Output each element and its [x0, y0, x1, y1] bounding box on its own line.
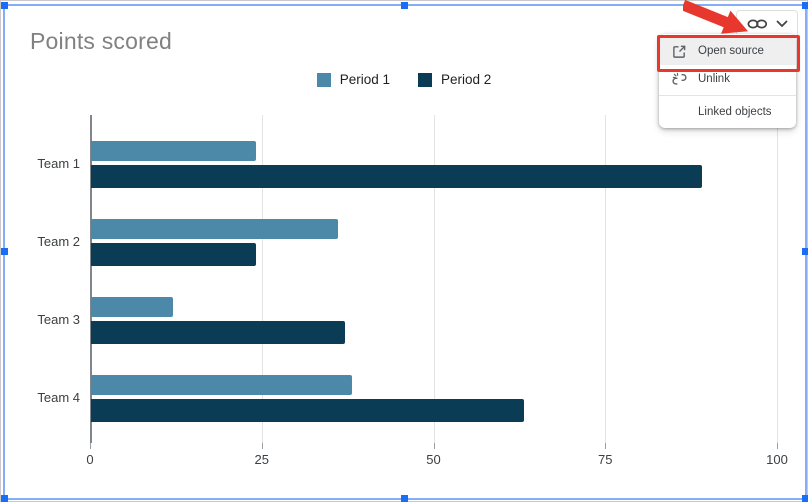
- bar-period-2: [91, 165, 703, 188]
- bar-period-2: [91, 321, 346, 344]
- axis-tick: [90, 443, 91, 449]
- menu-separator: [659, 95, 796, 96]
- legend-label: Period 2: [441, 72, 492, 87]
- category-label: Team 3: [37, 312, 80, 327]
- gridline: [433, 115, 435, 443]
- legend-item: Period 2: [418, 72, 491, 87]
- bar-period-1: [91, 375, 353, 395]
- legend-swatch: [418, 72, 432, 87]
- axis-tick: [261, 443, 263, 449]
- open-in-new-icon: [672, 44, 687, 59]
- axis-tick: [605, 443, 607, 449]
- link-chain-icon: [747, 18, 768, 30]
- gridline: [777, 115, 778, 443]
- bar-group: Team 4: [37, 349, 777, 427]
- bar-period-2: [91, 399, 524, 422]
- bar-group: Team 1: [37, 115, 777, 193]
- gridline: [605, 115, 607, 443]
- category-label: Team 4: [37, 390, 80, 405]
- unlink-icon: [672, 72, 687, 87]
- axis-tick: [777, 443, 778, 449]
- category-label: Team 2: [37, 234, 80, 249]
- bar-period-1: [91, 297, 174, 317]
- menu-item-label: Open source: [698, 45, 764, 57]
- chart-legend: Period 1 Period 2: [0, 72, 808, 87]
- x-axis-tick-label: 0: [86, 452, 94, 467]
- x-axis-tick-label: 75: [598, 452, 613, 467]
- menu-item-open-source[interactable]: Open source: [659, 37, 796, 65]
- legend-label: Period 1: [339, 72, 390, 87]
- x-axis-tick-label: 25: [254, 452, 269, 467]
- chevron-down-icon: [776, 20, 788, 28]
- x-axis-tick-label: 50: [426, 452, 441, 467]
- legend-swatch: [316, 72, 331, 87]
- category-label: Team 1: [37, 156, 80, 171]
- bar-group: Team 3: [37, 271, 777, 349]
- bar-period-1: [91, 219, 339, 239]
- legend-item: Period 1: [316, 72, 390, 87]
- y-axis-line: [90, 115, 92, 443]
- bar-period-2: [91, 243, 256, 266]
- bar-group: Team 2: [37, 193, 777, 271]
- gridline: [261, 115, 263, 443]
- menu-item-label: Unlink: [698, 73, 730, 85]
- bar-period-1: [91, 141, 256, 161]
- axis-tick: [433, 443, 435, 449]
- menu-item-label: Linked objects: [698, 105, 772, 118]
- x-axis-tick-label: 100: [766, 452, 788, 467]
- linked-chart-menu: Open source Unlink Linked objects: [659, 34, 796, 128]
- menu-item-unlink[interactable]: Unlink: [659, 65, 796, 93]
- menu-item-linked-objects[interactable]: Linked objects: [659, 98, 796, 125]
- chart-title: Points scored: [30, 28, 172, 54]
